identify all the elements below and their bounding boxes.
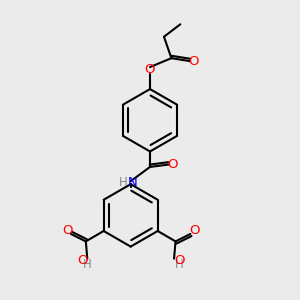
Text: O: O [174,254,185,267]
Text: H: H [175,258,184,271]
Text: O: O [189,224,200,238]
Text: O: O [168,158,178,171]
Text: O: O [78,254,88,267]
Text: O: O [62,224,72,238]
Text: O: O [145,63,155,76]
Text: O: O [189,55,199,68]
Text: H: H [83,258,92,271]
Text: N: N [127,176,137,189]
Text: H: H [119,176,128,189]
